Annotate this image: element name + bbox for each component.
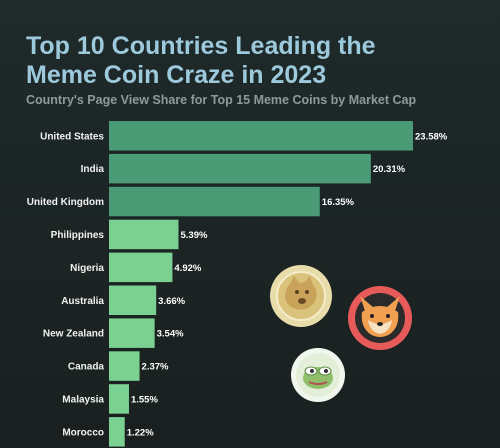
bar-united-kingdom	[109, 186, 320, 217]
pepe-coin-icon	[291, 348, 345, 402]
bar-canada	[109, 351, 140, 381]
doge-coin-icon	[270, 265, 332, 327]
value-label: 3.54%	[157, 329, 184, 340]
category-label: Malaysia	[62, 394, 104, 405]
bar-malaysia	[109, 384, 129, 414]
category-label: United Kingdom	[27, 197, 104, 208]
category-label: United States	[40, 131, 104, 142]
value-label: 5.39%	[180, 230, 207, 241]
decorative-coins	[270, 265, 412, 402]
value-label: 20.31%	[373, 164, 406, 175]
category-label: Nigeria	[70, 263, 104, 274]
category-label: New Zealand	[43, 329, 104, 340]
bar-philippines	[109, 219, 179, 250]
value-label: 1.55%	[131, 394, 158, 405]
bar-australia	[109, 285, 157, 315]
value-label: 23.58%	[415, 131, 448, 142]
bar-india	[109, 153, 371, 184]
category-label: Australia	[61, 296, 104, 307]
value-label: 3.66%	[158, 296, 185, 307]
bars-group: United States 23.58% India 20.31% United Kin…	[27, 121, 448, 447]
bar-united-states	[109, 121, 413, 151]
category-label: Philippines	[51, 230, 105, 241]
title-line-1: Top 10 Countries Leading the	[26, 32, 376, 60]
value-label: 16.35%	[322, 197, 355, 208]
category-label: Morocco	[62, 427, 104, 438]
shiba-inu-coin-icon	[348, 286, 412, 350]
bar-new-zealand	[109, 318, 155, 348]
value-label: 1.22%	[127, 427, 154, 438]
chart-title: Top 10 Countries Leading the Meme Coin C…	[26, 32, 486, 90]
category-label: India	[81, 164, 105, 175]
bar-nigeria	[109, 252, 173, 283]
value-label: 4.92%	[174, 263, 201, 274]
chart-subtitle: Country's Page View Share for Top 15 Mem…	[26, 93, 417, 107]
value-label: 2.37%	[142, 362, 169, 373]
bar-morocco	[109, 417, 125, 447]
title-line-2: Meme Coin Craze in 2023	[26, 61, 327, 89]
category-label: Canada	[68, 362, 105, 373]
